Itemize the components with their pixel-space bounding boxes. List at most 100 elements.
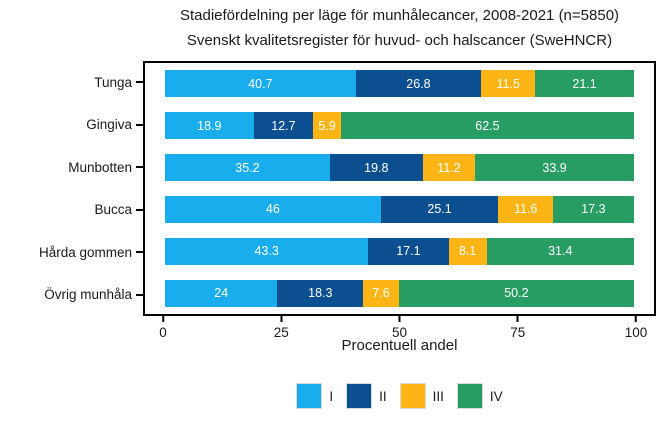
x-tick-mark [161, 316, 164, 322]
x-axis-label: Procentuell andel [341, 337, 458, 354]
y-axis: Tunga Gingiva Munbotten Bucca Hårda gommen Öv… [0, 61, 143, 316]
bar-segment-stage-IV: 62.5 [340, 112, 634, 140]
segment-value-label: 8.1 [458, 244, 477, 259]
segment-value-label: 62.5 [475, 118, 500, 133]
segment-value-label: 43.3 [254, 244, 279, 259]
bar-segment-stage-II: 26.8 [355, 70, 482, 98]
y-axis-label-row: Bucca [0, 196, 143, 223]
segment-value-label: 11.6 [513, 202, 538, 217]
chart-title: Stadiefördelning per läge för munhålecan… [179, 7, 620, 24]
y-axis-label-row: Hårda gommen [0, 239, 143, 266]
bars-track: 40.7 26.8 11.5 21.1 18.9 12.7 5.9 62.5 35.2 19.8 1… [165, 63, 634, 314]
legend-label: I [329, 388, 334, 404]
y-tick-mark [136, 166, 143, 169]
segment-value-label: 25.1 [427, 202, 452, 217]
segment-value-label: 17.1 [396, 244, 421, 259]
segment-value-label: 12.7 [271, 118, 296, 133]
y-tick-mark [136, 293, 143, 296]
bar-row: 46 25.1 11.6 17.3 [165, 195, 634, 223]
bar-segment-stage-III: 5.9 [313, 112, 341, 140]
segment-value-label: 50.2 [504, 286, 529, 301]
y-tick-mark [136, 251, 143, 254]
y-axis-label-row: Tunga [0, 69, 143, 96]
legend-item-stage-IV: IV [456, 383, 503, 409]
legend-color-swatch [399, 383, 426, 409]
x-tick-label: 50 [391, 325, 408, 340]
legend-item-stage-III: III [399, 383, 444, 409]
chart-subtitle: Svenskt kvalitetsregister för huvud- och… [186, 31, 613, 49]
segment-value-label: 21.1 [572, 76, 597, 91]
bar-segment-stage-I: 43.3 [165, 237, 369, 265]
bar-segment-stage-IV: 31.4 [486, 237, 634, 265]
y-tick-mark [136, 208, 143, 211]
y-axis-label: Övrig munhåla [44, 287, 132, 303]
x-tick-label: 100 [624, 325, 648, 340]
segment-value-label: 11.2 [437, 160, 461, 175]
bar-row: 40.7 26.8 11.5 21.1 [165, 70, 634, 98]
bar-segment-stage-III: 11.5 [481, 70, 536, 98]
legend-label: III [432, 388, 444, 404]
stacked-bar: 18.9 12.7 5.9 62.5 [165, 112, 634, 140]
legend-color-swatch [346, 383, 373, 409]
bar-segment-stage-II: 18.3 [277, 279, 364, 307]
segment-value-label: 31.4 [548, 244, 573, 259]
segment-value-label: 35.2 [235, 160, 260, 175]
segment-value-label: 11.5 [496, 76, 520, 91]
x-axis: 0 25 50 75 100 [159, 316, 647, 344]
legend: I II III IV [143, 383, 656, 409]
segment-value-label: 19.8 [364, 160, 389, 175]
segment-value-label: 33.9 [542, 160, 567, 175]
bar-segment-stage-III: 7.6 [363, 279, 399, 307]
legend-item-stage-I: I [296, 383, 333, 409]
bar-segment-stage-II: 25.1 [380, 195, 499, 223]
y-axis-label-row: Övrig munhåla [0, 281, 143, 308]
x-tick: 25 [274, 316, 289, 340]
y-axis-label-row: Gingiva [0, 111, 143, 138]
segment-value-label: 17.3 [581, 202, 606, 217]
segment-value-label: 18.3 [308, 286, 333, 301]
y-axis-label: Hårda gommen [38, 244, 132, 260]
bar-segment-stage-IV: 21.1 [535, 70, 634, 98]
bar-segment-stage-I: 40.7 [165, 70, 356, 98]
bar-segment-stage-IV: 50.2 [398, 279, 634, 307]
bar-segment-stage-IV: 17.3 [552, 195, 634, 223]
stacked-bar: 46 25.1 11.6 17.3 [165, 195, 634, 223]
x-tick-mark [398, 316, 401, 322]
bar-segment-stage-II: 19.8 [329, 154, 423, 182]
bar-segment-stage-III: 11.2 [422, 154, 476, 182]
legend-color-swatch [456, 383, 483, 409]
x-tick-label: 0 [159, 325, 167, 340]
x-tick: 100 [624, 316, 648, 340]
legend-item-stage-II: II [346, 383, 387, 409]
segment-value-label: 5.9 [318, 118, 336, 133]
bar-segment-stage-I: 35.2 [165, 154, 330, 182]
x-tick: 50 [392, 316, 407, 340]
x-tick-label: 75 [510, 325, 526, 340]
segment-value-label: 7.6 [372, 286, 390, 301]
x-tick-mark [516, 316, 519, 322]
stacked-bar: 40.7 26.8 11.5 21.1 [165, 70, 634, 98]
y-tick-mark [136, 81, 143, 84]
chart-titles: Stadiefördelning per läge för munhålecan… [130, 7, 669, 51]
x-tick: 75 [510, 316, 525, 340]
segment-value-label: 18.9 [197, 118, 222, 133]
bar-segment-stage-III: 11.6 [498, 195, 553, 223]
plot-panel: 40.7 26.8 11.5 21.1 18.9 12.7 5.9 62.5 35.2 19.8 1… [143, 61, 656, 316]
bar-row: 43.3 17.1 8.1 31.4 [165, 237, 634, 265]
stacked-bar: 24 18.3 7.6 50.2 [165, 279, 634, 307]
bar-segment-stage-II: 17.1 [368, 237, 449, 265]
bar-segment-stage-III: 8.1 [448, 237, 487, 265]
bar-segment-stage-IV: 33.9 [475, 154, 634, 182]
x-tick-mark [280, 316, 283, 322]
legend-label: IV [489, 388, 503, 404]
bar-segment-stage-II: 12.7 [253, 112, 314, 140]
y-axis-label: Tunga [94, 74, 132, 90]
stacked-bar: 35.2 19.8 11.2 33.9 [165, 154, 634, 182]
segment-value-label: 46 [265, 202, 280, 217]
bar-segment-stage-I: 18.9 [165, 112, 254, 140]
x-tick: 0 [159, 316, 167, 340]
x-tick-mark [635, 316, 637, 322]
y-axis-label: Gingiva [86, 117, 132, 133]
bar-segment-stage-I: 24 [165, 279, 278, 307]
